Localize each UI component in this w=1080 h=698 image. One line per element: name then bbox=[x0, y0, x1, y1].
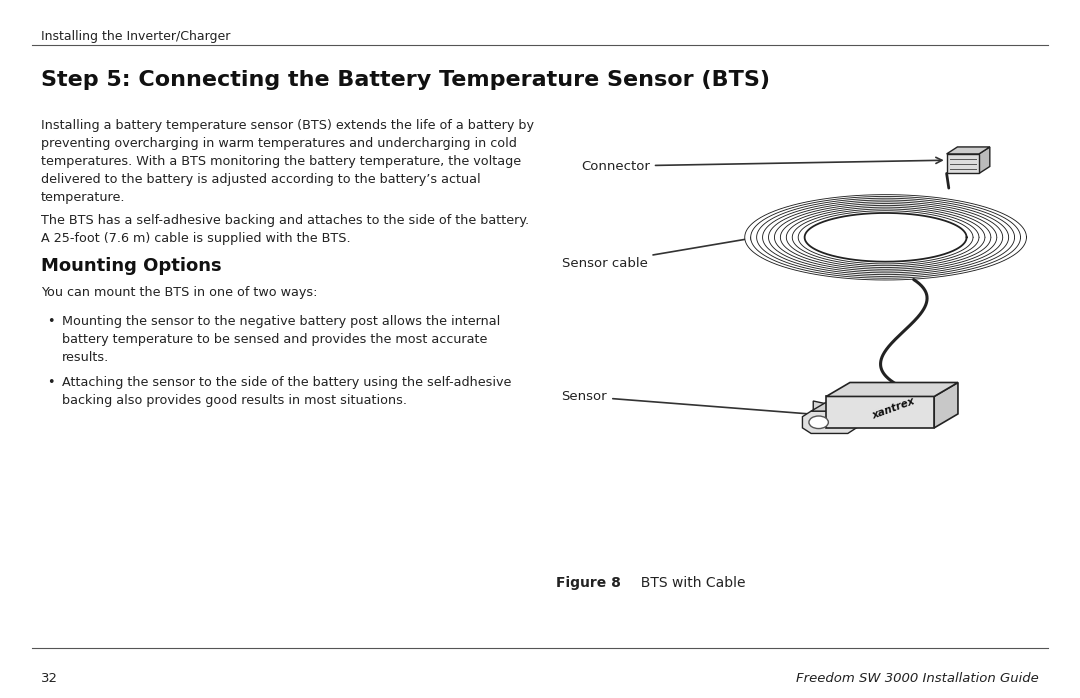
Polygon shape bbox=[799, 211, 972, 263]
Polygon shape bbox=[781, 206, 990, 269]
Polygon shape bbox=[813, 401, 826, 415]
Text: •: • bbox=[48, 315, 55, 329]
Polygon shape bbox=[802, 411, 856, 433]
Text: Installing a battery temperature sensor (BTS) extends the life of a battery by
p: Installing a battery temperature sensor … bbox=[41, 119, 534, 204]
Polygon shape bbox=[757, 199, 1014, 276]
Polygon shape bbox=[934, 383, 958, 428]
Polygon shape bbox=[752, 197, 1020, 278]
Circle shape bbox=[809, 416, 828, 429]
Polygon shape bbox=[856, 408, 870, 428]
Text: Connector: Connector bbox=[581, 157, 942, 172]
Polygon shape bbox=[775, 204, 996, 271]
Polygon shape bbox=[978, 147, 989, 174]
Text: Step 5: Connecting the Battery Temperature Sensor (BTS): Step 5: Connecting the Battery Temperatu… bbox=[41, 70, 770, 90]
Text: •: • bbox=[48, 376, 55, 389]
Polygon shape bbox=[946, 154, 978, 174]
Text: Attaching the sensor to the side of the battery using the self-adhesive
backing : Attaching the sensor to the side of the … bbox=[62, 376, 511, 406]
Text: Mounting the sensor to the negative battery post allows the internal
battery tem: Mounting the sensor to the negative batt… bbox=[62, 315, 500, 364]
Polygon shape bbox=[793, 209, 978, 265]
Polygon shape bbox=[826, 396, 934, 428]
Polygon shape bbox=[764, 200, 1009, 274]
Text: Mounting Options: Mounting Options bbox=[41, 257, 221, 275]
Text: Sensor: Sensor bbox=[562, 390, 827, 418]
Polygon shape bbox=[826, 383, 958, 396]
Text: You can mount the BTS in one of two ways:: You can mount the BTS in one of two ways… bbox=[41, 286, 318, 299]
Text: Freedom SW 3000 Installation Guide: Freedom SW 3000 Installation Guide bbox=[796, 672, 1039, 685]
Text: Sensor cable: Sensor cable bbox=[562, 236, 753, 269]
Polygon shape bbox=[946, 147, 989, 154]
Text: Installing the Inverter/Charger: Installing the Inverter/Charger bbox=[41, 30, 230, 43]
Text: The BTS has a self-adhesive backing and attaches to the side of the battery.
A 2: The BTS has a self-adhesive backing and … bbox=[41, 214, 529, 245]
Ellipse shape bbox=[812, 216, 959, 259]
Polygon shape bbox=[787, 207, 985, 267]
Text: BTS with Cable: BTS with Cable bbox=[632, 576, 745, 590]
Text: 32: 32 bbox=[41, 672, 58, 685]
Text: Figure 8: Figure 8 bbox=[556, 576, 621, 590]
Polygon shape bbox=[769, 202, 1002, 272]
Polygon shape bbox=[745, 195, 1026, 279]
Polygon shape bbox=[811, 403, 862, 411]
Text: xantrex: xantrex bbox=[870, 396, 916, 421]
